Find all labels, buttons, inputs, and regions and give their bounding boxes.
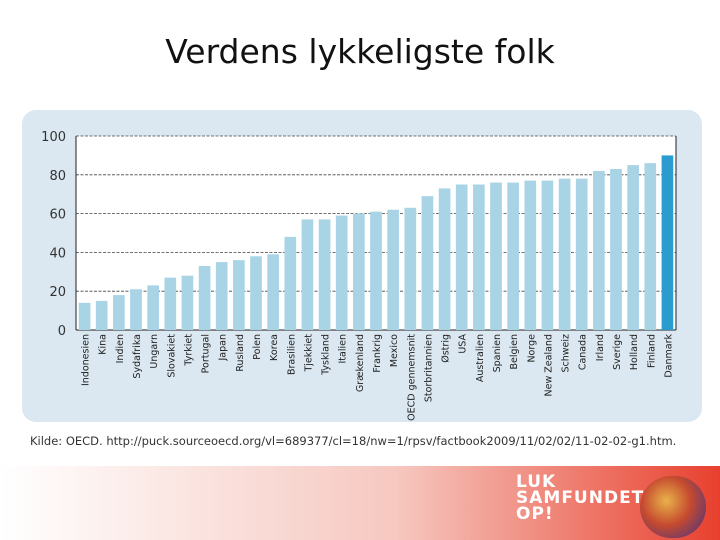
- x-tick-label: Canada: [578, 334, 589, 370]
- x-tick-label: Frankrig: [372, 334, 383, 373]
- bar-holland: [627, 165, 639, 330]
- y-tick-label: 60: [49, 208, 66, 223]
- bar-sydafrika: [130, 289, 142, 330]
- y-tick-label: 40: [49, 246, 66, 261]
- x-tick-label: USA: [458, 334, 469, 354]
- x-tick-label: Østrig: [441, 334, 452, 363]
- bar-belgien: [507, 182, 519, 330]
- x-tick-label: Slovakiet: [166, 334, 177, 378]
- bar-rusland: [233, 260, 245, 330]
- x-tick-label: Rusland: [235, 334, 246, 372]
- bar-indien: [113, 295, 125, 330]
- x-tick-label: Finland: [646, 334, 657, 368]
- slide-title: Verdens lykkeligste folk: [165, 32, 555, 71]
- bar-storbritannien: [421, 196, 434, 330]
- x-tick-label: Indonesien: [81, 334, 92, 386]
- footer-gradient: [0, 466, 720, 540]
- x-tick-label: Grækenland: [355, 334, 366, 392]
- x-tick-label: Spanien: [492, 334, 503, 372]
- x-tick-label: Norge: [526, 334, 537, 363]
- logo-line-3: OP!: [516, 504, 554, 524]
- source-citation: Kilde: OECD. http://puck.sourceoecd.org/…: [30, 434, 677, 448]
- x-tick-label: Korea: [269, 334, 280, 361]
- bar-usa: [455, 184, 468, 330]
- x-tick-label: Storbritannien: [423, 334, 434, 402]
- bar-japan: [215, 262, 228, 330]
- x-tick-label: Italien: [338, 334, 349, 364]
- bar-sverige: [610, 168, 622, 330]
- bar-new-zealand: [541, 180, 554, 330]
- y-tick-label: 80: [49, 169, 66, 184]
- bar-mexico: [387, 209, 399, 330]
- luk-samfundet-op-logo: LUK SAMFUNDET OP!: [516, 472, 645, 524]
- bar-canada: [575, 178, 588, 330]
- logo-line-2: SAMFUNDET: [516, 488, 645, 508]
- bar-tyrkiet: [181, 275, 194, 330]
- bar-brasilien: [284, 236, 297, 330]
- bar-slovakiet: [164, 277, 177, 330]
- x-tick-label: Kina: [98, 334, 109, 355]
- x-tick-label: Portugal: [201, 334, 212, 373]
- x-tick-label: Schweiz: [561, 334, 572, 373]
- bar-østrig: [438, 188, 451, 330]
- x-tick-label: OECD gennemsnit: [406, 334, 417, 421]
- x-tick-label: Brasilien: [286, 334, 297, 375]
- bar-tyskland: [318, 219, 331, 330]
- bar-indonesien: [78, 302, 91, 330]
- x-tick-label: Sydafrika: [132, 334, 143, 379]
- x-tick-label: Holland: [629, 334, 640, 370]
- x-tick-label: Indien: [115, 334, 126, 363]
- x-tick-label: Mexico: [389, 334, 400, 367]
- bar-norge: [524, 180, 537, 330]
- bar-kina: [95, 300, 108, 330]
- photo-collage-image: [640, 476, 706, 538]
- x-tick-label: Sverige: [612, 334, 623, 370]
- bar-italien: [335, 215, 348, 330]
- y-tick-label: 100: [41, 130, 66, 145]
- bar-korea: [267, 254, 279, 330]
- bar-schweiz: [558, 178, 571, 330]
- x-tick-label: Danmark: [663, 334, 674, 378]
- bar-spanien: [490, 182, 502, 330]
- y-tick-label: 0: [58, 324, 66, 339]
- logo-line-1: LUK: [516, 472, 557, 492]
- bar-finland: [644, 163, 657, 330]
- x-tick-label: Ungarn: [149, 334, 160, 369]
- bar-tjekkiet: [301, 219, 314, 330]
- bar-frankrig: [370, 211, 382, 330]
- bar-irland: [593, 170, 605, 330]
- x-tick-label: Polen: [252, 334, 263, 360]
- x-tick-label: New Zealand: [543, 334, 554, 396]
- bar-polen: [250, 256, 262, 330]
- x-tick-label: Japan: [218, 334, 229, 362]
- x-tick-label: Tyskland: [321, 334, 332, 376]
- x-tick-label: Australien: [475, 334, 486, 382]
- bar-danmark: [661, 155, 674, 330]
- bar-oecd-gennemsnit: [404, 207, 417, 330]
- bar-portugal: [198, 265, 211, 330]
- bar-grækenland: [353, 213, 365, 330]
- x-tick-label: Irland: [595, 334, 606, 361]
- bar-australien: [473, 184, 485, 330]
- x-tick-label: Belgien: [509, 334, 520, 370]
- y-tick-label: 20: [49, 285, 66, 300]
- bar-ungarn: [147, 285, 159, 330]
- x-tick-label: Tjekkiet: [303, 334, 314, 373]
- x-tick-label: Tyrkiet: [183, 334, 194, 367]
